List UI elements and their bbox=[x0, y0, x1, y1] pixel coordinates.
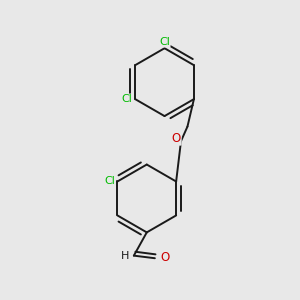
Text: O: O bbox=[160, 251, 169, 264]
Text: Cl: Cl bbox=[104, 176, 115, 186]
Text: Cl: Cl bbox=[122, 94, 133, 104]
Text: O: O bbox=[172, 132, 181, 145]
Text: H: H bbox=[121, 250, 130, 261]
Text: Cl: Cl bbox=[159, 37, 170, 47]
